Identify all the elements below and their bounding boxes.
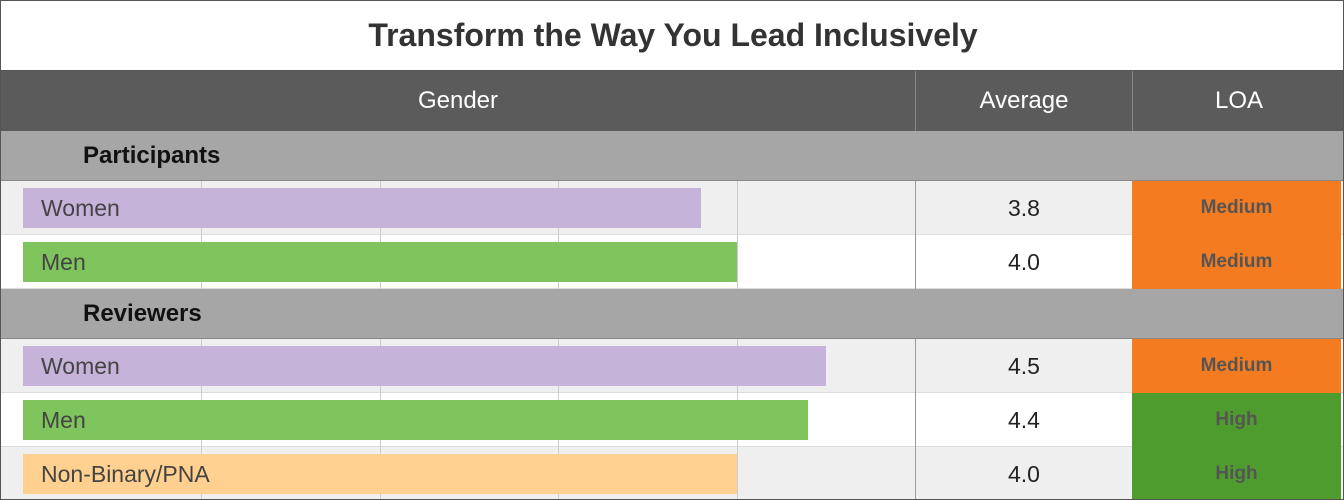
average: 4.5 (915, 339, 1132, 393)
grid-line (736, 235, 738, 289)
group-row: Participants (1, 131, 1343, 181)
bar (23, 346, 826, 386)
average: 4.0 (915, 235, 1132, 289)
bar-label: Men (41, 406, 86, 433)
average: 3.8 (915, 181, 1132, 235)
loa: High (1132, 393, 1341, 447)
column-header: Gender (417, 87, 499, 114)
bar (23, 188, 701, 228)
header-row (1, 71, 1343, 131)
loa: Medium (1132, 181, 1341, 235)
grid-line (736, 181, 738, 235)
title: Transform the Way You Lead Inclusively (1, 1, 1343, 71)
bar-label: Women (41, 352, 120, 379)
average: 4.0 (915, 447, 1132, 499)
column-header: Average (915, 71, 1132, 131)
bar (23, 242, 737, 282)
loa: Medium (1132, 235, 1341, 289)
column-header: LOA (1132, 71, 1343, 131)
bar (23, 454, 737, 494)
bar-label: Non-Binary/PNA (41, 460, 210, 487)
average: 4.4 (915, 393, 1132, 447)
bar-label: Women (41, 194, 120, 221)
grid-line (736, 447, 738, 499)
loa: Medium (1132, 339, 1341, 393)
bar (23, 400, 808, 440)
group-row: Reviewers (1, 289, 1343, 339)
loa: High (1132, 447, 1341, 499)
bar-label: Men (41, 248, 86, 275)
